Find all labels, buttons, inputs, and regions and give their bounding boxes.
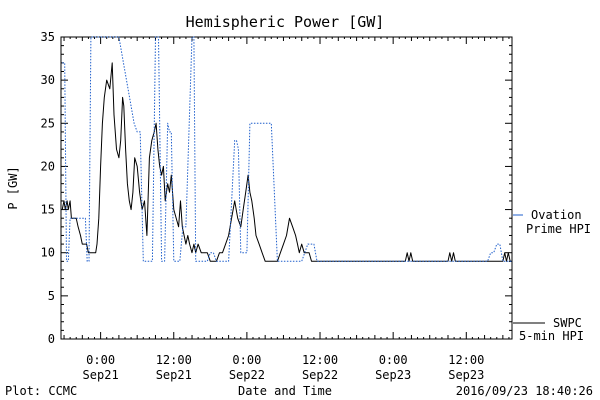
y-tick-label: 15 [41, 203, 55, 217]
legend-ovation-label-1: Ovation [531, 208, 582, 222]
y-axis-label: P [GW] [6, 166, 20, 209]
y-tick-label: 30 [41, 73, 55, 87]
x-tick-date-label: Sep21 [83, 368, 119, 382]
y-tick-label: 0 [48, 332, 55, 346]
x-tick-date-label: Sep23 [448, 368, 484, 382]
y-tick-label: 35 [41, 30, 55, 44]
x-tick-date-label: Sep22 [229, 368, 265, 382]
footer-timestamp: 2016/09/23 18:40:26 [456, 384, 593, 398]
plot-frame [60, 36, 513, 340]
x-tick-time-label: 0:00 [232, 353, 261, 367]
series-line-ovation [62, 36, 512, 262]
x-tick-date-label: Sep21 [156, 368, 192, 382]
x-tick-time-label: 0:00 [86, 353, 115, 367]
y-tick-label: 25 [41, 116, 55, 130]
x-tick-time-label: 12:00 [302, 353, 338, 367]
x-tick-date-label: Sep23 [375, 368, 411, 382]
series-line-swpc [61, 62, 512, 262]
x-tick-time-label: 12:00 [448, 353, 484, 367]
plot-area: 051015202530350:00Sep2112:00Sep210:00Sep… [41, 30, 591, 382]
y-tick-label: 5 [48, 289, 55, 303]
x-tick-time-label: 12:00 [156, 353, 192, 367]
x-axis-label: Date and Time [238, 384, 332, 398]
x-tick-date-label: Sep22 [302, 368, 338, 382]
footer-credit: Plot: CCMC [5, 384, 77, 398]
chart-title: Hemispheric Power [GW] [186, 13, 385, 31]
legend-swpc-label-2: 5-min HPI [519, 329, 584, 343]
y-tick-label: 10 [41, 246, 55, 260]
legend-ovation-label-2: Prime HPI [526, 222, 591, 236]
x-tick-time-label: 0:00 [379, 353, 408, 367]
legend-swpc-label-1: SWPC [553, 316, 582, 330]
y-tick-label: 20 [41, 159, 55, 173]
